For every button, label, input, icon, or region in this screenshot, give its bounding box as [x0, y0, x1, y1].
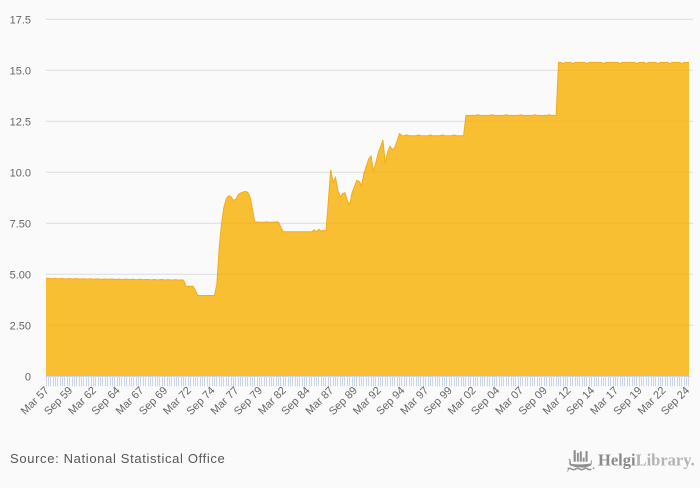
svg-text:2.50: 2.50 [10, 320, 31, 332]
svg-text:10.0: 10.0 [10, 167, 31, 179]
svg-text:Source: National Statistical O: Source: National Statistical Office [10, 451, 225, 466]
svg-text:12.5: 12.5 [10, 116, 31, 128]
svg-text:17.5: 17.5 [10, 14, 31, 26]
svg-text:7.50: 7.50 [10, 218, 31, 230]
svg-text:HelgiLibrary.: HelgiLibrary. [598, 451, 695, 470]
svg-text:5.00: 5.00 [10, 269, 31, 281]
svg-text:0: 0 [25, 371, 31, 383]
svg-text:15.0: 15.0 [10, 65, 31, 77]
